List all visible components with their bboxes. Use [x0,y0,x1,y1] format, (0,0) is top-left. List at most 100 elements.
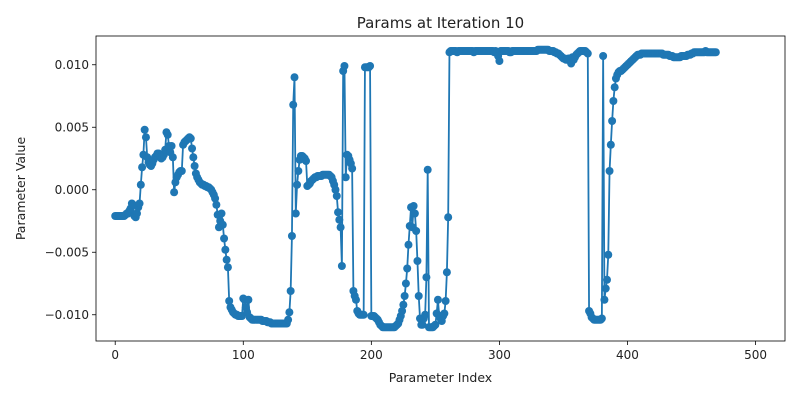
x-tick-label: 500 [744,348,767,362]
data-point [222,255,231,264]
data-point [188,144,197,153]
data-point [335,215,344,224]
y-tick-label: 0.000 [55,183,89,197]
data-point [211,194,220,203]
x-tick-label: 200 [360,348,383,362]
data-point [412,227,421,235]
data-point [337,262,346,270]
data-point [398,307,407,315]
y-axis-label: Parameter Value [13,137,28,241]
data-point [167,142,176,150]
data-point [440,309,449,318]
data-point [583,49,592,58]
data-point [604,250,613,259]
data-point [711,48,720,57]
data-point [286,287,295,295]
data-point [340,62,349,70]
data-point [336,223,345,232]
data-point [177,167,186,175]
data-point [399,300,408,309]
data-point [221,245,230,254]
data-point [190,162,199,170]
data-point [186,134,195,143]
data-point [294,167,303,175]
data-point [284,315,293,324]
data-point [409,202,418,210]
data-point [431,320,440,329]
x-tick-label: 300 [488,348,511,362]
data-point [413,257,422,265]
data-point [212,200,221,209]
data-point [495,57,504,65]
y-tick-label: 0.005 [55,121,89,135]
data-point [599,52,608,60]
x-tick-label: 400 [616,348,639,362]
data-point [602,275,611,284]
chart-title: Params at Iteration 10 [357,14,524,32]
y-tick-label: 0.010 [55,58,89,72]
data-point [332,192,341,200]
y-axis: −0.010 −0.005 0.000 0.005 0.010 [45,58,96,322]
plot-frame [95,35,786,342]
data-point [334,208,343,217]
data-point [141,133,150,142]
data-point [366,62,375,70]
data-point [422,273,431,282]
data-point [410,209,419,218]
data-point [163,130,172,139]
data-point [189,153,198,162]
data-point [351,295,360,304]
data-point [441,297,450,305]
data-point [433,295,442,304]
data-point [359,310,368,319]
data-point [289,100,298,109]
data-point [601,284,610,293]
data-point [293,180,302,189]
data-point [220,234,229,243]
y-tick-label: −0.005 [45,246,89,260]
data-point [132,209,141,218]
data-point [597,314,606,323]
data-point [606,140,615,149]
series-layer [111,45,720,332]
data-point [225,297,234,305]
data-point [135,199,144,208]
data-point [140,125,149,134]
data-point [403,264,412,273]
data-point [444,213,453,222]
data-point [331,185,340,194]
x-axis: 0 100 200 300 400 500 [111,341,767,362]
data-point [608,117,617,125]
data-point [404,240,413,249]
data-point [348,164,357,173]
data-point [290,73,299,82]
data-point [609,97,618,105]
data-point [400,292,409,300]
data-point [244,295,253,304]
data-point [168,153,177,162]
data-point [136,180,145,189]
data-point [223,263,232,272]
data-point [285,308,294,317]
data-point [341,173,350,182]
x-axis-label: Parameter Index [389,370,492,385]
data-point [600,295,609,304]
x-tick-label: 0 [111,348,119,362]
data-point [302,157,311,165]
data-point [421,310,430,319]
y-tick-label: −0.010 [45,308,89,322]
data-point [605,167,614,175]
data-point [414,292,423,300]
data-point [291,209,300,218]
data-point [287,232,296,240]
data-point [401,279,410,288]
data-point [418,320,427,329]
data-point [442,268,451,277]
x-tick-label: 100 [232,348,255,362]
data-point [217,209,226,218]
data-point [218,220,227,229]
data-point [138,163,147,172]
data-point [610,83,619,92]
data-point [170,188,179,197]
